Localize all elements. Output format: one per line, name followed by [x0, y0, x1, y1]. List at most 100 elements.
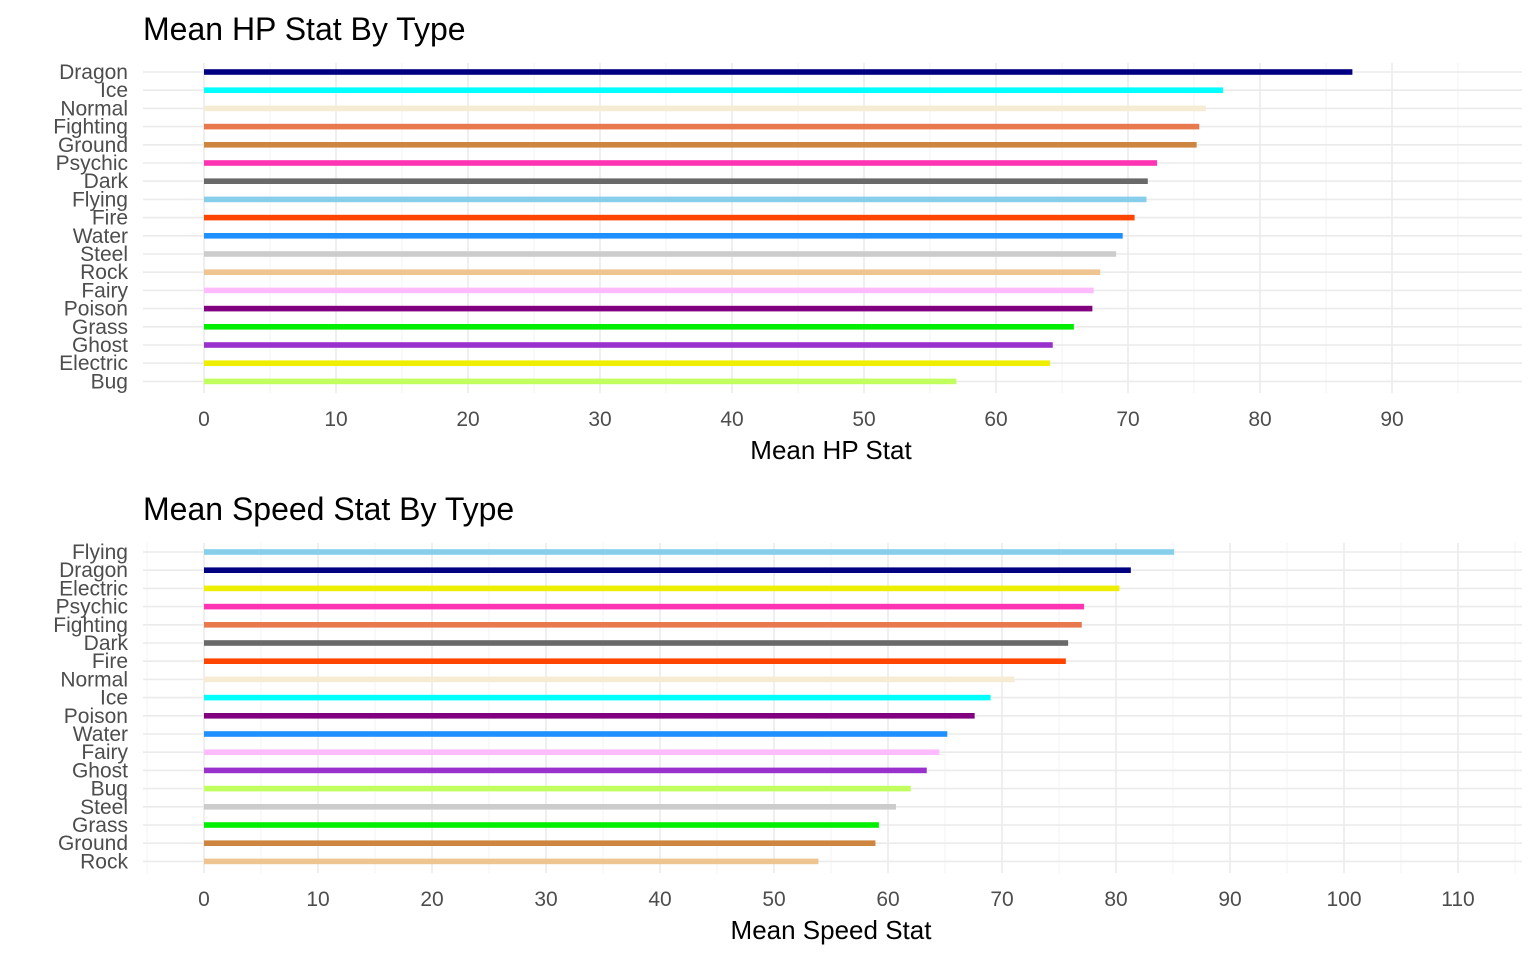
x-tick-label: 30 [588, 408, 611, 431]
x-tick-label: 0 [198, 888, 210, 911]
x-tick-label: 10 [324, 408, 347, 431]
x-axis-title: Mean HP Stat [750, 435, 912, 465]
bar-fairy [204, 749, 940, 755]
x-tick-label: 20 [420, 888, 443, 911]
bar-steel [204, 804, 896, 810]
bar-steel [204, 251, 1117, 257]
bar-flying [204, 549, 1175, 555]
bar-grass [204, 324, 1074, 330]
category-label: Flying [72, 188, 128, 211]
bar-normal [204, 676, 1015, 683]
category-label: Ice [100, 79, 128, 102]
chart-title: Mean Speed Stat By Type [143, 491, 514, 527]
bar-psychic [204, 603, 1085, 610]
category-label: Fairy [81, 279, 128, 302]
category-labels: DragonIceNormalFightingGroundPsychicDark… [53, 61, 128, 393]
category-label: Ground [58, 832, 128, 855]
category-label: Fighting [53, 116, 128, 139]
category-label: Rock [80, 850, 128, 873]
x-tick-label: 70 [990, 888, 1013, 911]
x-tick-label: 100 [1326, 888, 1361, 911]
bar-electric [204, 360, 1051, 366]
chart-title: Mean HP Stat By Type [143, 11, 466, 47]
bar-rock [204, 269, 1101, 275]
x-tick-label: 90 [1380, 408, 1403, 431]
category-label: Electric [59, 352, 128, 375]
bar-electric [204, 585, 1120, 592]
category-label: Dragon [59, 559, 128, 582]
category-label: Rock [80, 261, 128, 284]
category-label: Psychic [56, 596, 128, 619]
x-tick-label: 10 [306, 888, 329, 911]
x-tick-label: 60 [876, 888, 899, 911]
x-tick-label: 60 [984, 408, 1007, 431]
category-label: Fire [92, 650, 128, 673]
category-label: Poison [64, 705, 128, 728]
bar-rock [204, 858, 819, 865]
category-label: Ground [58, 134, 128, 157]
bar-flying [204, 196, 1147, 203]
category-label: Ice [100, 687, 128, 710]
x-tick-labels: 0 10 20 30 40 50 60 70 80 90 [198, 408, 1404, 431]
bars [204, 69, 1353, 385]
bar-normal [204, 105, 1206, 112]
bar-ghost [204, 767, 927, 774]
bar-poison [204, 713, 975, 719]
x-tick-label: 50 [762, 888, 785, 911]
x-tick-label: 80 [1104, 888, 1127, 911]
x-tick-label: 0 [198, 408, 210, 431]
x-tick-label: 40 [720, 408, 743, 431]
bar-ice [204, 87, 1224, 93]
bar-bug [204, 378, 957, 385]
x-tick-label: 20 [456, 408, 479, 431]
bar-fire [204, 658, 1066, 664]
category-label: Electric [59, 577, 128, 600]
bar-poison [204, 305, 1093, 312]
x-tick-label: 80 [1248, 408, 1271, 431]
speed-chart: Mean Speed Stat By Type FlyingDragonElec… [53, 491, 1522, 945]
category-label: Psychic [56, 152, 128, 175]
category-label: Dark [84, 170, 129, 193]
category-label: Grass [72, 316, 128, 339]
hp-chart: Mean HP Stat By Type DragonIceNormalFigh… [53, 11, 1522, 465]
category-label: Normal [60, 97, 128, 120]
category-label: Bug [91, 778, 128, 801]
bar-fighting [204, 622, 1082, 628]
bars [204, 549, 1175, 865]
category-label: Grass [72, 814, 128, 837]
x-tick-label: 110 [1441, 888, 1474, 911]
category-label: Dragon [59, 61, 128, 84]
category-label: Water [73, 723, 128, 746]
bar-psychic [204, 160, 1158, 166]
category-label: Flying [72, 541, 128, 564]
category-label: Fairy [81, 741, 128, 764]
category-label: Fighting [53, 614, 128, 637]
bar-dragon [204, 69, 1353, 75]
bar-fighting [204, 123, 1200, 130]
category-label: Water [73, 225, 128, 248]
bar-ghost [204, 342, 1053, 348]
bar-dragon [204, 567, 1131, 573]
category-label: Steel [80, 796, 128, 819]
x-tick-label: 90 [1218, 888, 1241, 911]
x-tick-label: 40 [648, 888, 671, 911]
bar-water [204, 233, 1123, 239]
category-label: Normal [60, 668, 128, 691]
bar-ground [204, 840, 876, 846]
category-label: Ghost [72, 759, 128, 782]
category-label: Dark [84, 632, 129, 655]
bar-grass [204, 822, 879, 828]
x-tick-labels: 0 10 20 30 40 50 60 70 80 90 100 110 [198, 888, 1475, 911]
category-label: Steel [80, 243, 128, 266]
category-labels: FlyingDragonElectricPsychicFightingDarkF… [53, 541, 128, 873]
bar-fire [204, 214, 1135, 221]
bar-dark [204, 178, 1148, 184]
bar-ground [204, 142, 1197, 148]
bar-ice [204, 694, 991, 701]
category-label: Bug [91, 370, 128, 393]
category-label: Ghost [72, 334, 128, 357]
x-axis-title: Mean Speed Stat [731, 915, 933, 945]
x-tick-label: 70 [1116, 408, 1139, 431]
